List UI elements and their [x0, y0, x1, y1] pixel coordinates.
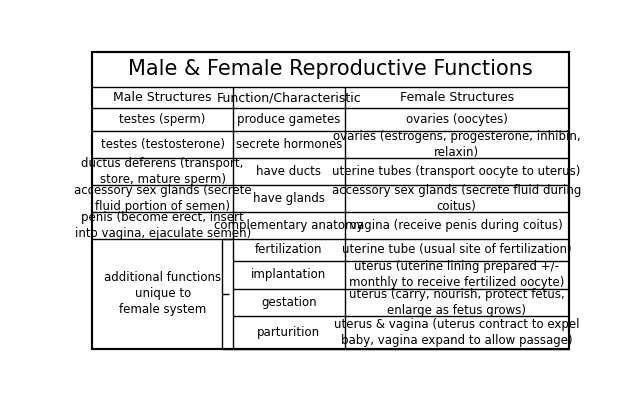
Text: uterine tubes (transport oocyte to uterus): uterine tubes (transport oocyte to uteru… [332, 165, 581, 178]
Text: penis (become erect, insert
into vagina, ejaculate semen): penis (become erect, insert into vagina,… [74, 211, 251, 240]
Text: implantation: implantation [251, 268, 326, 281]
Text: ductus deferens (transport,
store, mature sperm): ductus deferens (transport, store, matur… [81, 157, 244, 186]
Text: uterus & vagina (uterus contract to expel
baby, vagina expand to allow passage): uterus & vagina (uterus contract to expe… [334, 318, 579, 347]
Text: produce gametes: produce gametes [237, 113, 340, 126]
Text: testes (sperm): testes (sperm) [120, 113, 206, 126]
Text: have ducts: have ducts [256, 165, 321, 178]
Text: Male Structures: Male Structures [113, 91, 212, 104]
Text: Male & Female Reproductive Functions: Male & Female Reproductive Functions [128, 60, 533, 79]
Text: accessory sex glands (secrete fluid during
coitus): accessory sex glands (secrete fluid duri… [332, 184, 581, 213]
Text: testes (testosterone): testes (testosterone) [100, 138, 225, 151]
Text: uterus (carry, nourish, protect fetus,
enlarge as fetus grows): uterus (carry, nourish, protect fetus, e… [349, 288, 564, 317]
Text: vagina (receive penis during coitus): vagina (receive penis during coitus) [350, 219, 563, 232]
Text: ovaries (oocytes): ovaries (oocytes) [406, 113, 508, 126]
Text: Function/Characteristic: Function/Characteristic [216, 91, 361, 104]
Text: Female Structures: Female Structures [399, 91, 514, 104]
Text: uterine tube (usual site of fertilization): uterine tube (usual site of fertilizatio… [342, 243, 572, 256]
Text: gestation: gestation [261, 296, 317, 309]
Text: parturition: parturition [257, 326, 321, 339]
Text: have glands: have glands [253, 192, 325, 205]
Text: ovaries (estrogens, progesterone, inhibin,
relaxin): ovaries (estrogens, progesterone, inhibi… [333, 130, 580, 159]
Text: fertilization: fertilization [255, 243, 323, 256]
Text: accessory sex glands (secrete
fluid portion of semen): accessory sex glands (secrete fluid port… [74, 184, 252, 213]
Text: additional functions
unique to
female system: additional functions unique to female sy… [104, 271, 221, 316]
Text: uterus (uterine lining prepared +/-
monthly to receive fertilized oocyte): uterus (uterine lining prepared +/- mont… [349, 260, 564, 289]
Text: complementary anatomy: complementary anatomy [214, 219, 364, 232]
Text: secrete hormones: secrete hormones [236, 138, 342, 151]
